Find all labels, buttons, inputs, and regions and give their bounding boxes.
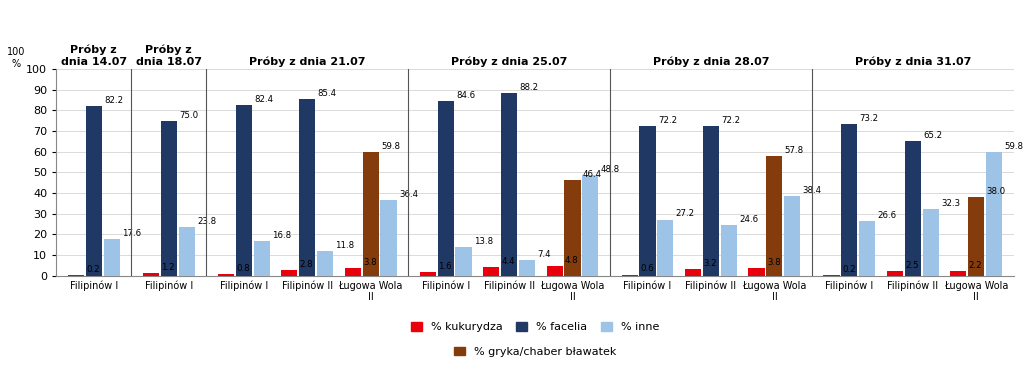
Text: 46.4: 46.4 (583, 170, 602, 179)
Text: 59.8: 59.8 (1005, 142, 1024, 151)
Bar (749, 268, 765, 276)
Bar (657, 219, 674, 276)
Text: 1.2: 1.2 (162, 263, 175, 272)
Text: 75.0: 75.0 (179, 111, 199, 119)
Text: 84.6: 84.6 (456, 91, 475, 100)
Text: 0.2: 0.2 (842, 265, 855, 274)
Bar (685, 269, 701, 276)
Text: 72.2: 72.2 (657, 116, 677, 125)
Bar (456, 247, 472, 276)
Bar (236, 105, 252, 276)
Bar (969, 197, 984, 276)
Bar (142, 273, 159, 276)
Bar (317, 251, 333, 276)
Bar (345, 268, 360, 276)
Text: 0.8: 0.8 (237, 264, 250, 273)
Text: 65.2: 65.2 (924, 131, 942, 140)
Text: Próby z
dnia 18.07: Próby z dnia 18.07 (136, 45, 202, 67)
Text: 88.2: 88.2 (519, 83, 539, 92)
Text: 16.8: 16.8 (272, 231, 291, 240)
Bar (68, 275, 84, 276)
Bar (583, 175, 598, 276)
Text: 3.2: 3.2 (703, 259, 717, 268)
Text: 72.2: 72.2 (721, 116, 740, 125)
Bar (218, 274, 233, 276)
Text: 2.5: 2.5 (905, 260, 919, 270)
Bar (501, 93, 517, 276)
Bar (721, 225, 737, 276)
Text: 59.8: 59.8 (381, 142, 400, 151)
Bar (519, 260, 536, 276)
Bar (254, 241, 269, 276)
Bar (887, 270, 903, 276)
Bar (564, 180, 581, 276)
Text: 1.6: 1.6 (438, 262, 452, 272)
Text: Próby z dnia 21.07: Próby z dnia 21.07 (249, 56, 366, 67)
Text: 27.2: 27.2 (676, 210, 695, 218)
Bar (986, 152, 1002, 276)
Bar (282, 270, 297, 276)
Text: Próby z dnia 31.07: Próby z dnia 31.07 (855, 56, 971, 67)
Text: 32.3: 32.3 (941, 199, 961, 208)
Bar (905, 141, 921, 276)
Bar (483, 267, 500, 276)
Bar (702, 126, 719, 276)
Bar (420, 272, 436, 276)
Bar (103, 239, 120, 276)
Text: 57.8: 57.8 (784, 146, 804, 155)
Bar (950, 271, 967, 276)
Legend: % gryka/chaber bławatek: % gryka/chaber bławatek (454, 347, 616, 357)
Text: 24.6: 24.6 (739, 215, 759, 224)
Text: 23.8: 23.8 (197, 216, 216, 226)
Text: 3.8: 3.8 (767, 258, 780, 267)
Text: 85.4: 85.4 (317, 89, 337, 98)
Text: 48.8: 48.8 (601, 165, 620, 174)
Text: 13.8: 13.8 (474, 237, 493, 246)
Bar (161, 121, 177, 276)
Bar (766, 156, 782, 276)
Text: Próby z dnia 28.07: Próby z dnia 28.07 (652, 56, 769, 67)
Text: 38.4: 38.4 (803, 186, 822, 195)
Text: 82.2: 82.2 (104, 96, 123, 105)
Text: 4.4: 4.4 (502, 257, 515, 266)
Text: 2.8: 2.8 (300, 260, 313, 269)
Text: 4.8: 4.8 (565, 256, 579, 265)
Text: Próby z dnia 25.07: Próby z dnia 25.07 (451, 56, 567, 67)
Text: 11.8: 11.8 (336, 241, 354, 250)
Bar (86, 106, 101, 276)
Text: Próby z
dnia 14.07: Próby z dnia 14.07 (60, 45, 127, 67)
Bar (437, 101, 454, 276)
Text: 0.6: 0.6 (640, 265, 653, 273)
Bar (639, 126, 655, 276)
Bar (362, 152, 379, 276)
Text: 26.6: 26.6 (878, 211, 897, 220)
Text: 0.2: 0.2 (86, 265, 100, 274)
Bar (622, 275, 638, 276)
Bar (381, 200, 396, 276)
Text: 3.8: 3.8 (364, 258, 377, 267)
Bar (299, 99, 315, 276)
Bar (842, 124, 857, 276)
Text: 2.2: 2.2 (969, 261, 982, 270)
Bar (178, 226, 195, 276)
Text: 100
%: 100 % (7, 47, 26, 69)
Text: 73.2: 73.2 (860, 115, 879, 123)
Text: 7.4: 7.4 (538, 250, 551, 259)
Text: 82.4: 82.4 (254, 95, 273, 104)
Bar (823, 275, 840, 276)
Bar (784, 196, 801, 276)
Text: 36.4: 36.4 (399, 190, 418, 200)
Bar (923, 209, 939, 276)
Bar (547, 266, 563, 276)
Text: 38.0: 38.0 (987, 187, 1006, 196)
Text: 17.6: 17.6 (122, 229, 141, 238)
Bar (859, 221, 876, 276)
